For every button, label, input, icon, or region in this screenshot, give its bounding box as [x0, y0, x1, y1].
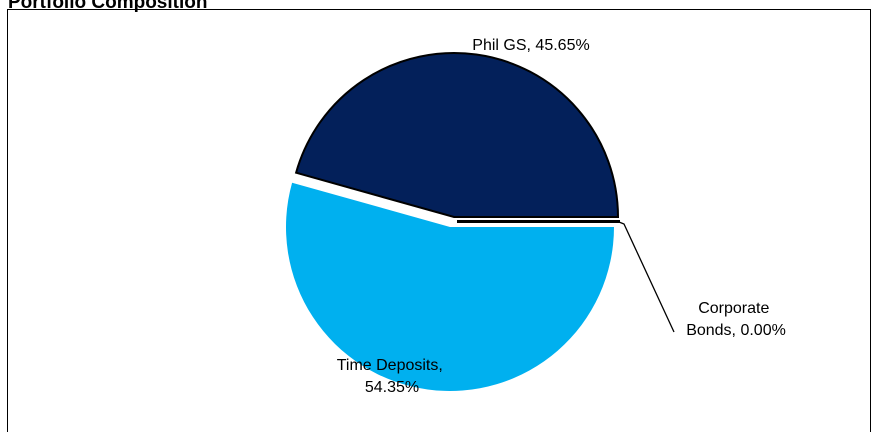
chart-frame [7, 9, 871, 432]
data-label-time-deposits: Time Deposits, 54.35% [337, 357, 448, 396]
data-label-phil-gs: Phil GS, 45.65% [472, 37, 589, 54]
pie-slice-corporate-bonds [457, 220, 620, 223]
pie-slice-time-deposits [286, 182, 614, 392]
data-label-corporate-bonds: Corporate Bonds, 0.00% [686, 300, 786, 339]
pie-slice-phil-gs [294, 52, 620, 218]
leader-line-corporate-bonds [618, 221, 675, 333]
